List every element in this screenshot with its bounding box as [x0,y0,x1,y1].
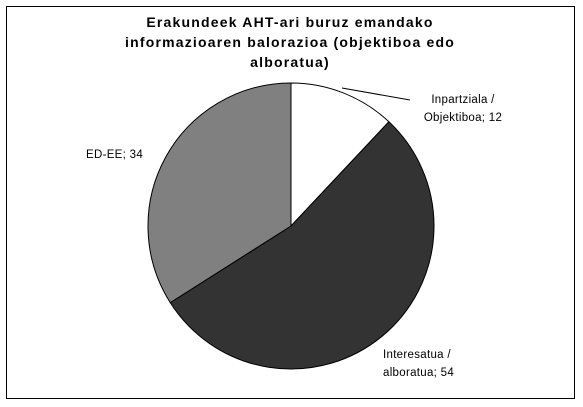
leader-line [341,87,411,101]
data-label: Inpartziala / Objektiboa; 12 [423,94,503,124]
data-label: Interesatua / alboratua; 54 [383,349,455,379]
chart-title: Erakundeek AHT-ari buruz emandako inform… [124,14,456,70]
chart-frame [6,6,575,399]
pie-slice [169,121,435,370]
pie-slice [147,82,292,304]
pie-slice [290,82,390,228]
data-label: ED-EE; 34 [86,149,144,161]
